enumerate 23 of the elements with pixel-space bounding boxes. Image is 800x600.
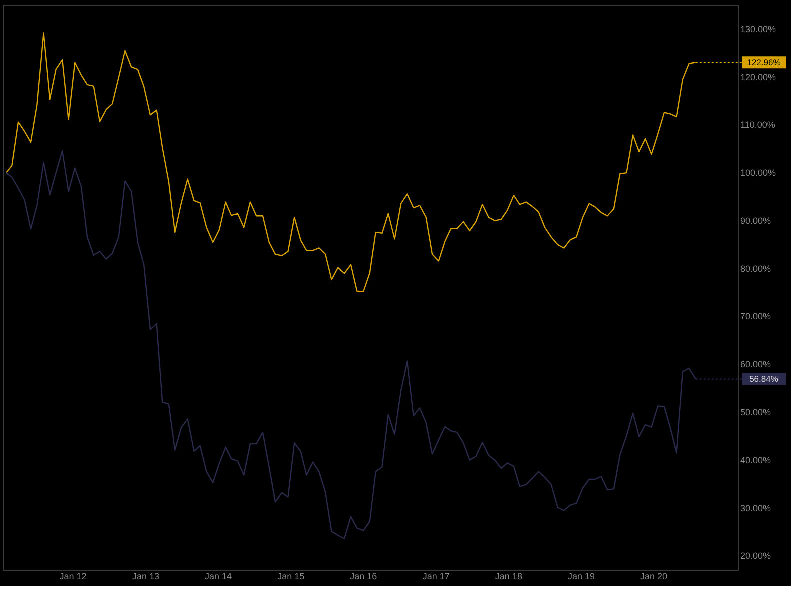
x-tick-label: Jan 18 bbox=[495, 572, 522, 582]
annotation: 56.84% bbox=[750, 374, 779, 384]
y-tick-label: 40.00% bbox=[740, 455, 772, 466]
y-tick-label: 80.00% bbox=[740, 264, 772, 274]
annotation: 122.96% bbox=[747, 58, 782, 68]
x-tick-label: Jan 16 bbox=[350, 572, 378, 582]
x-tick-label: Jan 15 bbox=[278, 572, 305, 582]
y-tick-label: 70.00% bbox=[740, 312, 772, 322]
x-tick-label: Jan 14 bbox=[205, 572, 232, 582]
x-tick-label: Jan 12 bbox=[60, 572, 87, 582]
x-tick-label: Jan 19 bbox=[568, 572, 595, 582]
y-tick-label: 100.00% bbox=[740, 168, 776, 178]
y-tick-label: 20.00% bbox=[740, 551, 772, 562]
y-tick-label: 30.00% bbox=[740, 503, 772, 514]
y-tick-label: 110.00% bbox=[740, 120, 776, 130]
y-tick-label: 60.00% bbox=[740, 360, 772, 370]
x-tick-label: Jan 17 bbox=[422, 572, 450, 582]
x-tick-label: Jan 20 bbox=[640, 572, 668, 582]
x-tick-label: Jan 13 bbox=[132, 572, 160, 582]
y-tick-label: 50.00% bbox=[740, 407, 772, 418]
y-tick-label: 130.00% bbox=[740, 24, 776, 34]
y-tick-label: 90.00% bbox=[740, 216, 772, 226]
y-tick-label: 120.00% bbox=[740, 72, 776, 82]
